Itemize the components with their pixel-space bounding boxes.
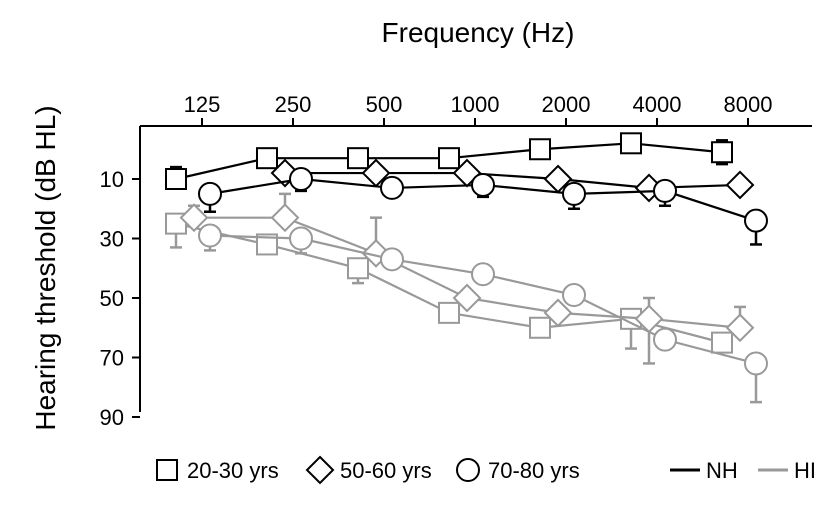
data-point — [471, 262, 495, 287]
x-tick-label: 1000 — [451, 92, 500, 117]
x-tick-label: 250 — [275, 92, 312, 117]
data-point — [452, 283, 482, 313]
y-tick-label: 30 — [100, 227, 124, 252]
data-point — [256, 147, 278, 170]
series-hi-circle — [198, 223, 768, 404]
y-tick-label: 10 — [100, 167, 124, 192]
y-ticks: 10 30 50 70 90 — [100, 167, 140, 430]
data-point — [438, 147, 460, 170]
y-tick-label: 70 — [100, 346, 124, 371]
x-tick-label: 4000 — [633, 92, 682, 117]
data-point — [198, 181, 222, 206]
data-point — [289, 226, 313, 251]
data-point — [725, 313, 755, 343]
x-tick-label: 2000 — [542, 92, 591, 117]
data-point — [562, 283, 586, 308]
x-ticks: 125 250 500 1000 2000 4000 8000 — [184, 92, 773, 126]
legend-label: HI — [794, 458, 816, 483]
legend-marker-diamond — [305, 455, 335, 485]
legend-label: NH — [706, 458, 738, 483]
data-point — [380, 175, 404, 200]
data-point — [744, 351, 768, 376]
series-hi-square — [165, 212, 733, 354]
legend-marker-circle — [456, 458, 480, 482]
data-point — [543, 298, 573, 328]
data-point — [653, 327, 677, 352]
legend-marker-square — [156, 459, 178, 481]
data-point — [725, 170, 755, 200]
series-nh-diamond — [270, 158, 755, 203]
x-tick-label: 8000 — [724, 92, 773, 117]
legend-label: 70-80 yrs — [488, 458, 580, 483]
data-point — [347, 147, 369, 170]
legend-label: 50-60 yrs — [340, 458, 432, 483]
data-point — [256, 233, 278, 256]
data-point — [562, 181, 586, 206]
data-point — [179, 203, 209, 233]
data-point — [380, 247, 404, 272]
data-point — [347, 257, 369, 280]
x-tick-label: 125 — [184, 92, 221, 117]
data-point — [198, 223, 222, 248]
y-tick-label: 90 — [100, 405, 124, 430]
y-axis-title: Hearing threshold (dB HL) — [30, 105, 61, 430]
legend-label: 20-30 yrs — [187, 458, 279, 483]
data-point — [529, 316, 551, 339]
data-point — [289, 167, 313, 191]
series-nh-circle — [198, 167, 768, 246]
x-axis-title: Frequency (Hz) — [382, 17, 575, 48]
y-tick-label: 50 — [100, 286, 124, 311]
data-point — [165, 168, 187, 190]
data-point — [711, 141, 733, 164]
data-point — [744, 208, 768, 233]
data-point — [270, 203, 300, 233]
series-hi-diamond — [179, 192, 755, 365]
series-nh-square — [165, 132, 733, 190]
data-point — [529, 138, 551, 161]
data-point — [620, 132, 642, 155]
series-layer — [165, 132, 768, 404]
legend: 20-30 yrs 50-60 yrs 70-80 yrs NH HI — [156, 455, 816, 485]
data-point — [653, 178, 677, 203]
data-point — [711, 331, 733, 354]
data-point — [471, 172, 495, 197]
data-point — [438, 301, 460, 324]
x-tick-label: 500 — [366, 92, 403, 117]
